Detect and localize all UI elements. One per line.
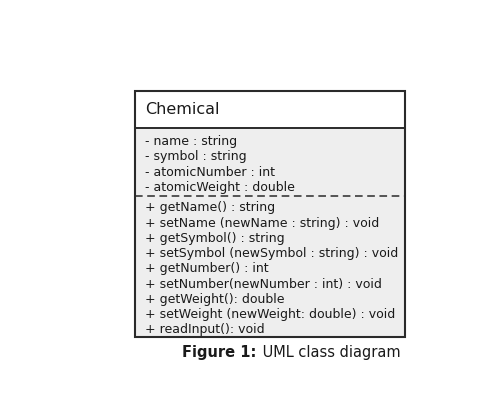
Text: - name : string: - name : string: [144, 135, 237, 147]
Text: + getSymbol() : string: + getSymbol() : string: [144, 232, 284, 245]
Text: + getName() : string: + getName() : string: [144, 201, 275, 215]
Text: Figure 1:: Figure 1:: [182, 345, 256, 360]
Text: + getNumber() : int: + getNumber() : int: [144, 262, 268, 275]
Text: - atomicWeight : double: - atomicWeight : double: [144, 181, 294, 194]
Text: + setNumber(newNumber : int) : void: + setNumber(newNumber : int) : void: [144, 278, 382, 290]
Text: + setName (newName : string) : void: + setName (newName : string) : void: [144, 217, 379, 230]
Text: + getWeight(): double: + getWeight(): double: [144, 293, 284, 306]
Bar: [134, 196, 405, 337]
Text: Chemical: Chemical: [144, 102, 219, 117]
Bar: [134, 91, 405, 337]
Text: - atomicNumber : int: - atomicNumber : int: [144, 166, 274, 179]
Text: + readInput(): void: + readInput(): void: [144, 323, 264, 336]
Bar: [134, 128, 405, 196]
Text: UML class diagram: UML class diagram: [258, 345, 400, 360]
Text: - symbol : string: - symbol : string: [144, 150, 246, 163]
Bar: [134, 91, 405, 128]
Text: + setWeight (newWeight: double) : void: + setWeight (newWeight: double) : void: [144, 308, 395, 321]
Text: + setSymbol (newSymbol : string) : void: + setSymbol (newSymbol : string) : void: [144, 247, 398, 260]
